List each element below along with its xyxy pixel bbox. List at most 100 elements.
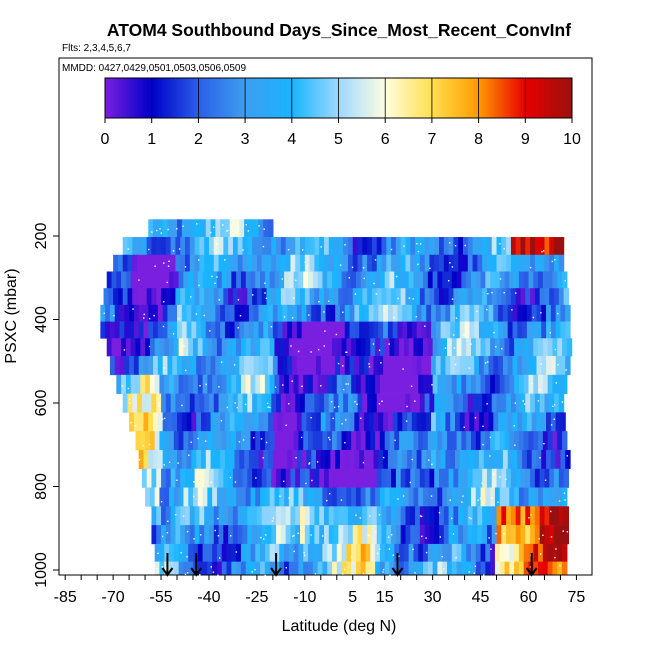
heatmap-cell	[482, 525, 488, 545]
heatmap-cell	[365, 487, 371, 507]
heatmap-cell	[347, 237, 354, 256]
heatmap-cell	[442, 561, 448, 575]
heatmap-cell	[207, 271, 213, 289]
colorbar: 0 1 2 3 4 5 6 7 8 9 10	[101, 77, 581, 148]
heatmap-cell	[434, 393, 440, 413]
heatmap-cell	[231, 338, 237, 357]
colorbar-segment	[534, 78, 538, 118]
heatmap-cell	[239, 356, 245, 376]
heatmap-cell	[338, 506, 344, 526]
colorbar-segment	[121, 78, 125, 118]
sample-dot	[555, 382, 557, 384]
heatmap-cell	[180, 468, 186, 488]
sample-dot	[388, 548, 391, 550]
heatmap-cell	[175, 506, 181, 526]
heatmap-cell	[143, 449, 149, 470]
heatmap-cell	[327, 374, 333, 394]
heatmap-cell	[368, 449, 375, 470]
heatmap-cell	[279, 543, 285, 562]
sample-dot	[260, 438, 263, 440]
heatmap-cell	[151, 393, 157, 413]
heatmap-cell	[558, 506, 565, 526]
heatmap-cell	[316, 304, 322, 322]
heatmap-cell	[285, 237, 292, 256]
heatmap-cell	[410, 237, 416, 256]
heatmap-cell	[178, 561, 185, 575]
heatmap-cell	[515, 254, 522, 272]
sample-dot	[529, 566, 532, 568]
heatmap-cell	[383, 321, 389, 339]
heatmap-cell	[111, 338, 117, 357]
heatmap-cell	[383, 304, 389, 322]
heatmap-cell	[355, 561, 362, 575]
heatmap-cell	[541, 449, 547, 470]
heatmap-cell	[336, 338, 343, 357]
heatmap-cell	[276, 237, 282, 256]
sample-dot	[282, 384, 284, 386]
heatmap-cell	[371, 393, 378, 413]
heatmap-cell	[482, 393, 488, 413]
sample-dot	[337, 405, 340, 408]
heatmap-cell	[322, 374, 328, 394]
heatmap-cell	[333, 237, 339, 256]
heatmap-cell	[383, 449, 389, 470]
heatmap-cell	[395, 288, 402, 306]
heatmap-cell	[466, 431, 472, 451]
heatmap-cell	[351, 487, 357, 507]
heatmap-cell	[555, 321, 562, 339]
heatmap-cell	[138, 356, 145, 376]
heatmap-cell	[109, 304, 116, 322]
heatmap-cell	[159, 431, 165, 451]
heatmap-cell	[502, 321, 509, 339]
sample-dot	[177, 318, 180, 320]
heatmap-cell	[466, 338, 472, 357]
heatmap-cell	[381, 254, 387, 272]
colorbar-segment	[105, 78, 108, 118]
heatmap-cell	[221, 338, 228, 357]
heatmap-cell	[172, 304, 178, 322]
heatmap-cell	[157, 304, 164, 322]
colorbar-segment	[445, 78, 449, 118]
colorbar-segment	[165, 78, 169, 118]
heatmap-cell	[328, 525, 335, 545]
heatmap-cell	[402, 449, 408, 470]
y-tick-label: 800	[33, 473, 50, 500]
heatmap-cell	[405, 254, 411, 272]
heatmap-cell	[300, 393, 306, 413]
sample-dot	[195, 313, 198, 315]
heatmap-cell	[226, 338, 232, 357]
heatmap-cell	[506, 237, 512, 256]
sample-dot	[550, 510, 552, 513]
heatmap-cell	[274, 374, 280, 394]
heatmap-cell	[285, 468, 292, 488]
heatmap-cell	[534, 288, 541, 306]
heatmap-cell	[295, 506, 301, 526]
heatmap-cell	[260, 338, 266, 357]
heatmap-cell	[416, 304, 423, 322]
heatmap-cell	[538, 271, 544, 289]
heatmap-cell	[507, 449, 514, 470]
sample-dot	[499, 278, 502, 280]
heatmap-cell	[493, 304, 499, 322]
heatmap-cell	[538, 561, 544, 575]
heatmap-cell	[212, 431, 218, 451]
heatmap-cell	[338, 525, 344, 545]
heatmap-cell	[100, 304, 106, 322]
sample-dot	[304, 261, 306, 263]
heatmap-cell	[394, 487, 400, 507]
heatmap-cell	[445, 304, 451, 322]
heatmap-cell	[151, 525, 157, 545]
heatmap-cell	[191, 304, 197, 322]
heatmap-cell	[232, 468, 239, 488]
heatmap-cell	[301, 321, 308, 339]
heatmap-cell	[114, 304, 121, 322]
heatmap-cell	[456, 431, 462, 451]
sample-dot	[205, 440, 207, 442]
heatmap-cell	[539, 393, 546, 413]
heatmap-cell	[360, 487, 367, 507]
colorbar-tick-label: 4	[287, 131, 296, 148]
heatmap-cell	[528, 271, 534, 289]
heatmap-cell	[330, 449, 336, 470]
colorbar-tick-label: 10	[563, 131, 581, 148]
